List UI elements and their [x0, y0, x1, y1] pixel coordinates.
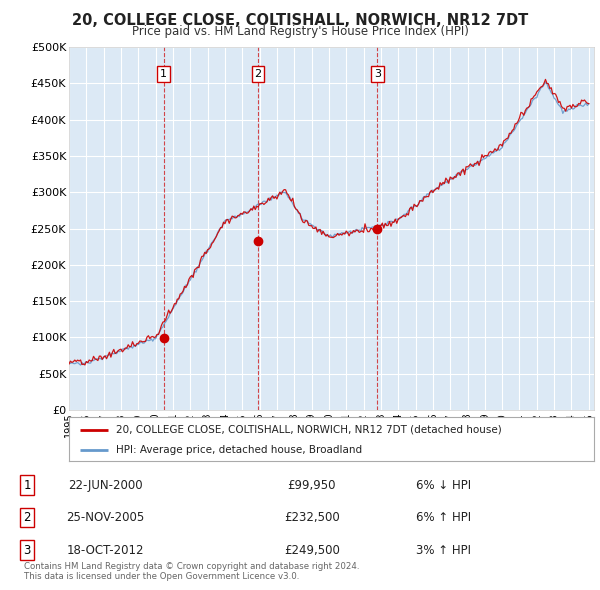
Text: 1: 1 [160, 69, 167, 79]
Text: HPI: Average price, detached house, Broadland: HPI: Average price, detached house, Broa… [116, 445, 362, 455]
Text: £232,500: £232,500 [284, 511, 340, 524]
Text: £99,950: £99,950 [288, 478, 336, 491]
Text: 3% ↑ HPI: 3% ↑ HPI [416, 543, 472, 556]
Text: 20, COLLEGE CLOSE, COLTISHALL, NORWICH, NR12 7DT (detached house): 20, COLLEGE CLOSE, COLTISHALL, NORWICH, … [116, 425, 502, 434]
Text: 2: 2 [23, 511, 31, 524]
Text: This data is licensed under the Open Government Licence v3.0.: This data is licensed under the Open Gov… [24, 572, 299, 581]
Text: 3: 3 [374, 69, 381, 79]
Text: 6% ↓ HPI: 6% ↓ HPI [416, 478, 472, 491]
Text: 18-OCT-2012: 18-OCT-2012 [66, 543, 144, 556]
Text: 3: 3 [23, 543, 31, 556]
Text: 22-JUN-2000: 22-JUN-2000 [68, 478, 142, 491]
Text: Contains HM Land Registry data © Crown copyright and database right 2024.: Contains HM Land Registry data © Crown c… [24, 562, 359, 571]
Text: 25-NOV-2005: 25-NOV-2005 [66, 511, 144, 524]
Text: 2: 2 [254, 69, 262, 79]
Text: £249,500: £249,500 [284, 543, 340, 556]
Text: 20, COLLEGE CLOSE, COLTISHALL, NORWICH, NR12 7DT: 20, COLLEGE CLOSE, COLTISHALL, NORWICH, … [72, 13, 528, 28]
Text: 1: 1 [23, 478, 31, 491]
Text: Price paid vs. HM Land Registry's House Price Index (HPI): Price paid vs. HM Land Registry's House … [131, 25, 469, 38]
Text: 6% ↑ HPI: 6% ↑ HPI [416, 511, 472, 524]
